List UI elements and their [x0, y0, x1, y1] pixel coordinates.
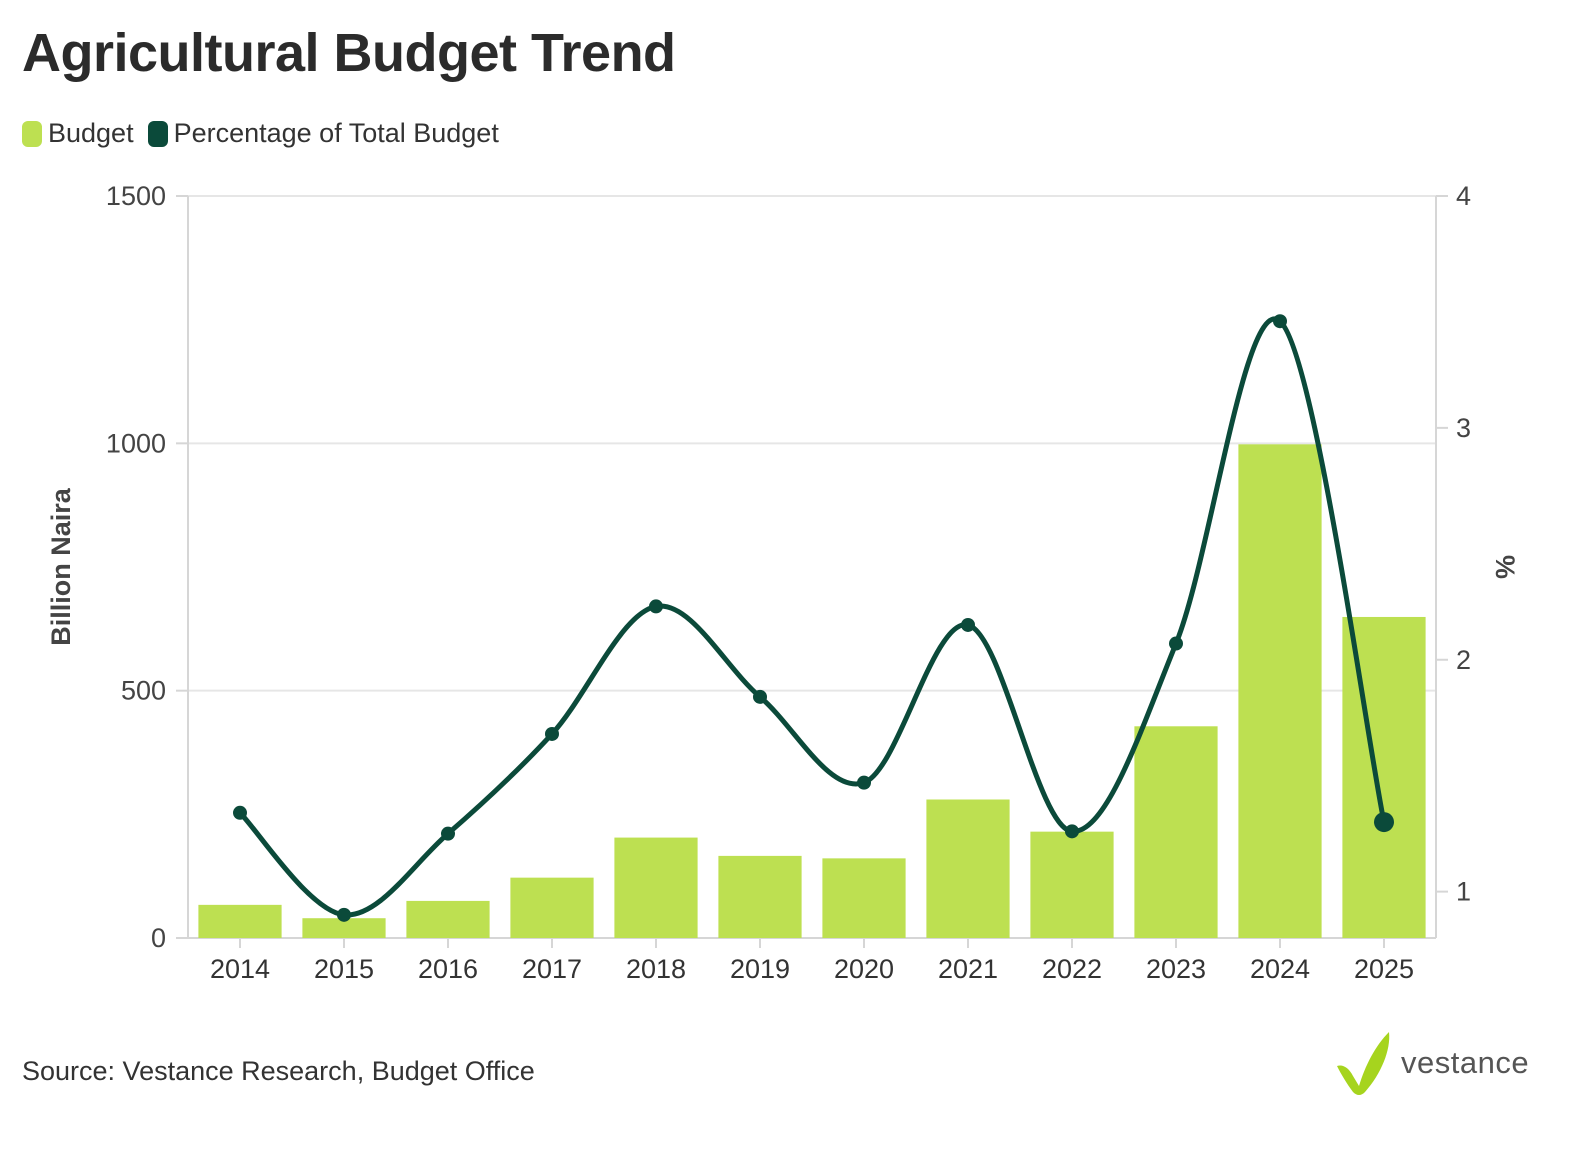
percentage-point-2016 [441, 826, 455, 841]
percentage-point-2017 [545, 726, 559, 741]
x-tick-label: 2022 [1042, 954, 1102, 984]
legend-label-budget: Budget [48, 118, 134, 148]
y2-tick-label: 3 [1456, 413, 1471, 443]
y-tick-label: 500 [121, 676, 166, 706]
x-tick-label: 2014 [210, 954, 270, 984]
y2-tick-label: 2 [1456, 645, 1471, 675]
y-axis-title: Billion Naira [46, 487, 76, 646]
x-tick-label: 2023 [1146, 954, 1206, 984]
percentage-point-2025 [1374, 812, 1394, 833]
legend: Budget Percentage of Total Budget [22, 118, 499, 149]
x-tick-label: 2019 [730, 954, 790, 984]
y-tick-label: 0 [151, 923, 166, 953]
legend-label-percentage: Percentage of Total Budget [173, 118, 499, 148]
bar-2018 [614, 837, 698, 938]
x-tick-label: 2020 [834, 954, 894, 984]
y-tick-label: 1000 [106, 428, 166, 458]
legend-item-percentage: Percentage of Total Budget [147, 118, 499, 149]
percentage-point-2022 [1065, 824, 1079, 839]
legend-item-budget: Budget [22, 118, 134, 149]
bar-2021 [926, 799, 1010, 938]
bar-2015 [302, 918, 386, 938]
bar-2017 [510, 877, 594, 938]
x-tick-label: 2017 [522, 954, 582, 984]
y2-tick-label: 4 [1456, 181, 1471, 211]
y-tick-label: 1500 [106, 181, 166, 211]
x-tick-label: 2025 [1354, 954, 1414, 984]
legend-swatch-budget [22, 120, 42, 147]
x-tick-label: 2021 [938, 954, 998, 984]
bar-2020 [822, 858, 906, 938]
percentage-point-2018 [649, 599, 663, 614]
x-tick-label: 2016 [418, 954, 478, 984]
percentage-point-2023 [1169, 636, 1183, 651]
percentage-point-2021 [961, 617, 975, 632]
bar-2019 [718, 855, 802, 938]
x-tick-label: 2018 [626, 954, 686, 984]
bar-2014 [198, 904, 282, 938]
bar-2024 [1238, 444, 1322, 938]
percentage-line [238, 316, 1387, 918]
y2-axis-title: % [1490, 555, 1520, 579]
source-note: Source: Vestance Research, Budget Office [22, 1056, 535, 1086]
checkmark-logo-icon [1337, 1032, 1390, 1095]
x-tick-label: 2024 [1250, 954, 1310, 984]
chart-title: Agricultural Budget Trend [22, 23, 676, 83]
percentage-point-2020 [857, 775, 871, 790]
percentage-point-2014 [233, 805, 247, 820]
x-tick-label: 2015 [314, 954, 374, 984]
brand-name: vestance [1401, 1045, 1530, 1080]
percentage-point-2024 [1273, 314, 1287, 329]
bar-2016 [406, 900, 490, 938]
y2-tick-label: 1 [1456, 877, 1471, 907]
brand-logo: vestance [1335, 1030, 1529, 1096]
bar-2022 [1030, 831, 1114, 938]
bar-2023 [1134, 726, 1218, 938]
legend-swatch-percentage [147, 120, 168, 147]
percentage-point-2015 [337, 907, 351, 922]
bar-2025 [1342, 616, 1426, 938]
percentage-point-2019 [753, 689, 767, 704]
